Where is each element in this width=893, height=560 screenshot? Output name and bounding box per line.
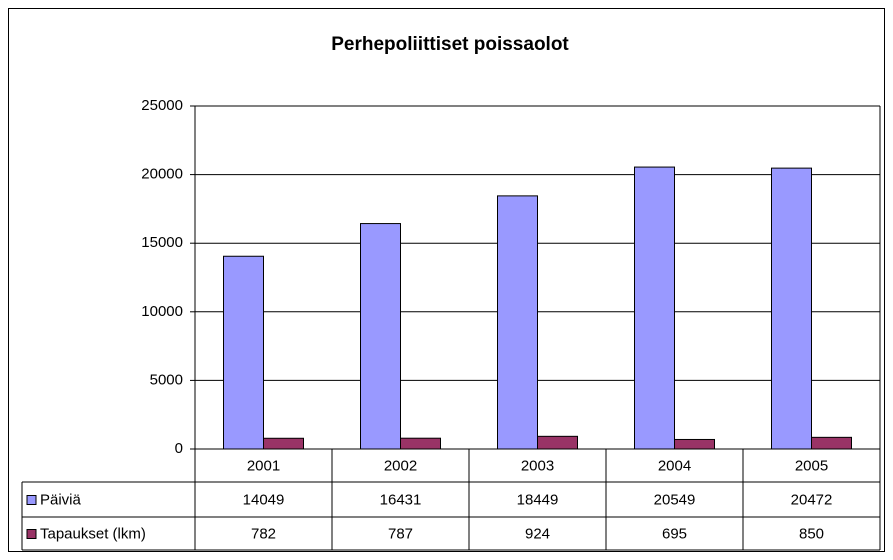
bar	[771, 167, 812, 450]
table-value: 782	[251, 525, 276, 542]
chart-border	[8, 8, 885, 552]
x-tick-label: 2004	[658, 457, 691, 474]
x-tick-label: 2005	[795, 457, 828, 474]
table-value: 924	[525, 525, 550, 542]
y-tick-label: 5000	[150, 371, 183, 388]
y-tick-label: 15000	[141, 234, 183, 251]
bar	[811, 436, 852, 450]
bar	[634, 166, 675, 450]
bar	[674, 438, 715, 450]
bar	[497, 195, 538, 450]
y-tick-label: 10000	[141, 303, 183, 320]
table-value: 787	[388, 525, 413, 542]
table-value: 695	[662, 525, 687, 542]
bar	[400, 437, 441, 450]
x-tick-label: 2002	[384, 457, 417, 474]
table-value: 20549	[654, 491, 696, 508]
table-value: 16431	[380, 491, 422, 508]
table-value: 850	[799, 525, 824, 542]
legend-label: Tapaukset (lkm)	[40, 525, 146, 542]
legend-key	[26, 529, 37, 539]
x-tick-label: 2001	[247, 457, 280, 474]
legend-label: Päiviä	[40, 491, 82, 508]
x-tick-label: 2003	[521, 457, 554, 474]
bar	[223, 255, 264, 450]
table-value: 18449	[517, 491, 559, 508]
y-tick-label: 25000	[141, 97, 183, 114]
bar	[263, 437, 304, 450]
legend-key	[26, 495, 37, 505]
bar	[537, 435, 578, 450]
y-tick-label: 20000	[141, 166, 183, 183]
y-tick-label: 0	[175, 440, 183, 457]
chart-title: Perhepoliittiset poissaolot	[331, 34, 569, 55]
table-value: 20472	[791, 491, 833, 508]
bar	[360, 223, 401, 450]
table-value: 14049	[243, 491, 285, 508]
